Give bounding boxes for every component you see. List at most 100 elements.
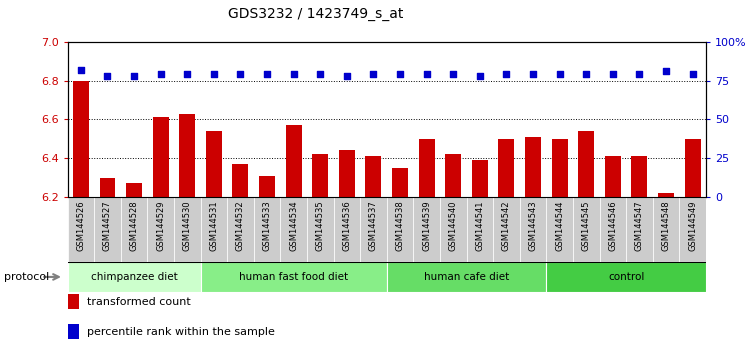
Point [367, 72, 379, 77]
Point [128, 73, 140, 79]
Point [75, 67, 87, 73]
Bar [632, 156, 647, 197]
Point [448, 72, 460, 77]
Bar [68, 294, 79, 309]
Bar [333, 197, 360, 262]
Bar [174, 197, 201, 262]
Text: GDS3232 / 1423749_s_at: GDS3232 / 1423749_s_at [228, 7, 403, 21]
Bar [653, 197, 680, 262]
Point [660, 69, 672, 74]
Bar [626, 197, 653, 262]
Bar [466, 197, 493, 262]
Bar [68, 197, 94, 262]
Bar [573, 197, 599, 262]
Bar [547, 197, 573, 262]
Bar [68, 324, 79, 339]
Text: GSM144546: GSM144546 [608, 200, 617, 251]
Text: GSM144533: GSM144533 [263, 200, 272, 251]
Bar [339, 150, 354, 197]
Bar [259, 176, 275, 197]
Text: GSM144528: GSM144528 [130, 200, 139, 251]
Bar [228, 197, 254, 262]
Bar [152, 118, 169, 197]
Bar [312, 154, 328, 197]
Bar [121, 197, 147, 262]
Bar [73, 81, 89, 197]
Bar [360, 197, 387, 262]
Point [341, 73, 353, 79]
Bar [419, 139, 435, 197]
Point [155, 72, 167, 77]
Point [686, 72, 698, 77]
Text: GSM144527: GSM144527 [103, 200, 112, 251]
Bar [658, 193, 674, 197]
Bar [685, 139, 701, 197]
Bar [387, 197, 413, 262]
Text: GSM144530: GSM144530 [182, 200, 192, 251]
Text: GSM144536: GSM144536 [342, 200, 351, 251]
Bar [233, 164, 249, 197]
Text: protocol: protocol [4, 272, 49, 282]
Bar [387, 262, 547, 292]
Point [394, 72, 406, 77]
Point [581, 72, 593, 77]
Point [553, 72, 566, 77]
Point [181, 72, 193, 77]
Bar [552, 139, 568, 197]
Point [474, 73, 486, 79]
Bar [147, 197, 174, 262]
Bar [285, 125, 302, 197]
Bar [94, 197, 121, 262]
Point [500, 72, 512, 77]
Text: GSM144535: GSM144535 [315, 200, 324, 251]
Text: GSM144549: GSM144549 [688, 200, 697, 251]
Bar [99, 178, 116, 197]
Bar [68, 262, 201, 292]
Bar [493, 197, 520, 262]
Bar [201, 262, 387, 292]
Bar [280, 197, 307, 262]
Text: GSM144532: GSM144532 [236, 200, 245, 251]
Bar [126, 183, 142, 197]
Point [288, 72, 300, 77]
Bar [440, 197, 466, 262]
Text: GSM144540: GSM144540 [449, 200, 458, 251]
Point [421, 72, 433, 77]
Bar [413, 197, 440, 262]
Bar [201, 197, 228, 262]
Bar [307, 197, 333, 262]
Text: GSM144531: GSM144531 [210, 200, 219, 251]
Text: GSM144547: GSM144547 [635, 200, 644, 251]
Point [314, 72, 326, 77]
Text: control: control [608, 272, 644, 282]
Point [633, 72, 645, 77]
Bar [605, 156, 621, 197]
Text: GSM144542: GSM144542 [502, 200, 511, 251]
Bar [445, 154, 461, 197]
Text: human cafe diet: human cafe diet [424, 272, 509, 282]
Text: transformed count: transformed count [87, 297, 191, 307]
Point [234, 72, 246, 77]
Bar [499, 139, 514, 197]
Point [208, 72, 220, 77]
Text: GSM144538: GSM144538 [396, 200, 405, 251]
Text: GSM144544: GSM144544 [555, 200, 564, 251]
Text: GSM144526: GSM144526 [77, 200, 86, 251]
Bar [547, 262, 706, 292]
Bar [392, 168, 408, 197]
Text: GSM144529: GSM144529 [156, 200, 165, 251]
Bar [366, 156, 382, 197]
Point [261, 72, 273, 77]
Point [101, 73, 113, 79]
Text: GSM144541: GSM144541 [475, 200, 484, 251]
Text: GSM144539: GSM144539 [422, 200, 431, 251]
Bar [578, 131, 594, 197]
Text: GSM144537: GSM144537 [369, 200, 378, 251]
Bar [520, 197, 547, 262]
Text: GSM144534: GSM144534 [289, 200, 298, 251]
Text: percentile rank within the sample: percentile rank within the sample [87, 327, 275, 337]
Bar [599, 197, 626, 262]
Text: GSM144548: GSM144548 [662, 200, 671, 251]
Text: GSM144545: GSM144545 [582, 200, 591, 251]
Text: GSM144543: GSM144543 [529, 200, 538, 251]
